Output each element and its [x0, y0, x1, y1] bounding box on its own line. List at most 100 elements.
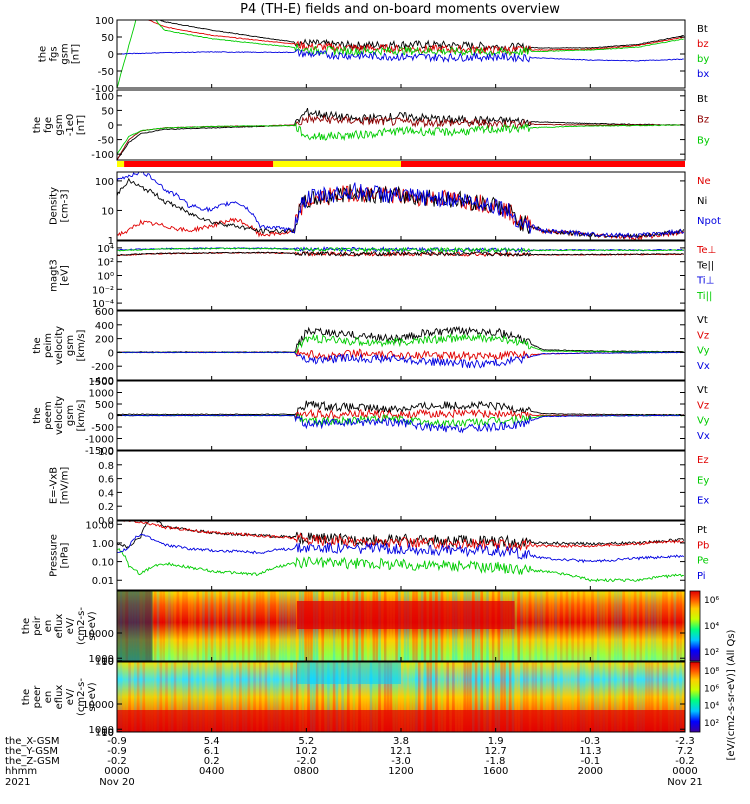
spectrogram-streak [525, 591, 529, 661]
spectrogram-streak [605, 591, 608, 661]
y-tick-label: 0 [108, 121, 114, 132]
spectrogram-streak [327, 662, 330, 732]
spectrogram-streak [241, 591, 245, 661]
spectrogram-streak [659, 662, 662, 732]
axis-row-label: hhmm [5, 766, 37, 777]
panel-ylabel-efield: E=-VxB [49, 467, 60, 504]
spectrogram-streak [236, 591, 239, 661]
legend-entry-fgs: bz [697, 39, 709, 50]
spectrogram-streak [190, 662, 194, 732]
spectrogram-streak [341, 662, 344, 732]
spectrogram-streak [188, 662, 191, 732]
legend-entry-pressure: Pi [697, 571, 706, 582]
spectrogram-streak [534, 662, 537, 732]
y-tick-label: 0.6 [98, 475, 114, 486]
spectrogram-streak [244, 662, 248, 732]
spectrogram-streak [403, 662, 407, 732]
y-tick-label: 0 [108, 348, 114, 359]
spectrogram-streak [196, 662, 200, 732]
spectrogram-streak [250, 662, 253, 732]
spectrogram-streak [591, 662, 594, 732]
spectrogram-streak [307, 662, 310, 732]
spectrogram-streak [182, 591, 185, 661]
spectrogram-streak [364, 662, 367, 732]
y-tick-label: 0.4 [98, 488, 114, 499]
panel-ylabel-peem: [km/s] [76, 399, 87, 431]
spectrogram-streak [210, 591, 214, 661]
spectrogram-streak [631, 591, 634, 661]
mode-segment [401, 161, 685, 167]
panel-ylabel-density: Density [49, 187, 60, 225]
spectrogram-streak [293, 591, 296, 661]
spectrogram-streak [551, 591, 555, 661]
legend-entry-peem: Vx [697, 431, 710, 442]
spectrogram-streak [611, 591, 614, 661]
spectrogram-streak [443, 662, 447, 732]
axis-row-value: 1600 [483, 766, 508, 777]
spectrogram-streak [636, 662, 640, 732]
panel-ylabel-fge: [nT] [76, 115, 87, 135]
spectrogram-streak [670, 591, 674, 661]
spectrogram-streak [520, 662, 523, 732]
spectrogram-streak [207, 662, 211, 732]
spectrogram-streak [622, 591, 626, 661]
spectrogram-hot-band [117, 710, 685, 732]
spectrogram-streak [579, 662, 583, 732]
spectrogram-streak [202, 591, 205, 661]
spectrogram-streak [463, 662, 466, 732]
y-tick-label: 1000 [89, 654, 114, 665]
y-tick-label: -500 [91, 423, 114, 434]
spectrogram-streak [213, 662, 217, 732]
spectrogram-streak [511, 662, 515, 732]
colorbar-tick-label: 10⁸ [704, 667, 719, 677]
axis-row-value: 10.2 [295, 746, 317, 757]
spectrogram-streak [596, 662, 600, 732]
spectrogram-streak [514, 662, 518, 732]
spectrogram-streak [423, 662, 427, 732]
panel-ylabel-fge: fge [43, 117, 54, 133]
spectrogram-streak [594, 662, 597, 732]
panel-frame [116, 240, 686, 311]
panel-frame [116, 310, 686, 381]
y-tick-label: 500 [95, 400, 114, 411]
series-line-pressure [117, 521, 685, 550]
legend-entry-temperature: Ti|| [696, 291, 712, 302]
y-tick-label: 600 [95, 307, 114, 318]
spectrogram-streak [667, 662, 671, 732]
y-tick-label: 0.01 [92, 576, 114, 587]
spectrogram-streak [506, 662, 509, 732]
colorbar-tick-label: 10⁴ [704, 702, 719, 712]
colorbar-tick-label: 10⁶ [704, 596, 719, 606]
panel-ylabel-pressure: Pressure [49, 534, 60, 577]
spectrogram-streak [139, 662, 143, 732]
spectrogram-streak [315, 662, 319, 732]
spectrogram-streak [261, 662, 265, 732]
spectrogram-streak [497, 662, 501, 732]
spectrogram-streak [449, 662, 452, 732]
series-line-fgs [117, 48, 684, 63]
spectrogram-streak [599, 591, 603, 661]
spectrogram-streak [653, 662, 657, 732]
spectrogram-streak [619, 591, 623, 661]
spectrogram-streak [290, 591, 293, 661]
spectrogram-streak [517, 662, 520, 732]
panel-ylabel-peer: sr-eV) [87, 682, 98, 711]
spectrogram-streak [224, 662, 228, 732]
spectrogram-streak [219, 662, 222, 732]
spectrogram-streak [673, 662, 677, 732]
spectrogram-streak [545, 662, 549, 732]
time-axis-labels: [eV/(cm2-s-sr-eV)] (All Qs) the_X-GSM -0.9… [5, 629, 737, 788]
colorbar-peer [689, 661, 701, 733]
panel-ylabel-peir: peir [32, 615, 43, 635]
spectrogram-streak [616, 662, 620, 732]
spectrogram-streak [560, 662, 563, 732]
spectrogram-streak [264, 662, 268, 732]
spectrogram-streak [670, 662, 674, 732]
legend-entry-fge: Bt [697, 94, 708, 105]
spectrogram-streak [355, 662, 359, 732]
spectrogram-streak [142, 662, 146, 732]
spectrogram-streak [486, 662, 489, 732]
spectrogram-streak [153, 591, 157, 661]
spectrogram-streak [392, 662, 395, 732]
